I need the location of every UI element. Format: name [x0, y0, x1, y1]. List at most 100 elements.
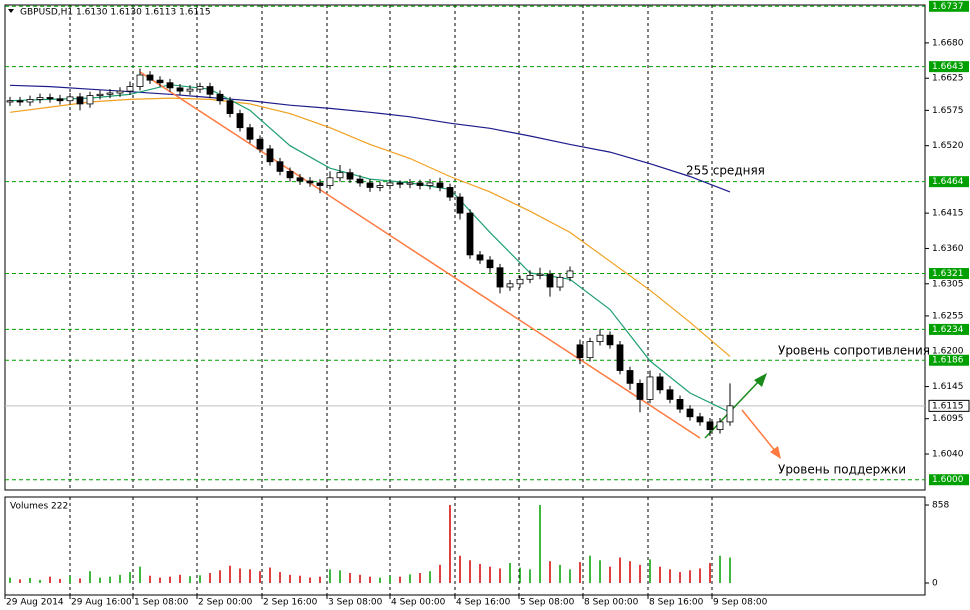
y-tick-label: 1.6415 [932, 209, 964, 219]
level-label: 1.6321 [932, 269, 964, 279]
annotation: 255 средняя [686, 164, 765, 178]
volume-tick-label: 858 [932, 501, 949, 511]
symbol-icon [8, 9, 14, 13]
candle-body [516, 278, 524, 285]
main-panel [4, 4, 926, 491]
x-tick-label: 2 Sep 00:00 [198, 598, 253, 608]
x-tick-label: 8 Sep 16:00 [649, 598, 704, 608]
candle-body [176, 87, 184, 92]
candle-body [306, 180, 314, 184]
candle-body [376, 185, 384, 188]
y-tick-label: 1.6305 [932, 279, 964, 289]
candle-body [396, 182, 404, 185]
level-label-box [929, 474, 969, 486]
bid-label-box [928, 399, 970, 412]
candle-body [386, 182, 394, 186]
candle-body [626, 370, 634, 384]
candle-body [356, 178, 364, 184]
candle-body [616, 344, 624, 371]
level-label: 1.6000 [932, 475, 964, 485]
candle-body [116, 90, 124, 94]
candle-body [146, 74, 154, 81]
candle-body [426, 182, 434, 186]
candle-body [346, 172, 354, 180]
level-label-box [929, 268, 969, 280]
candle-body [6, 100, 14, 103]
down-arrow [741, 409, 777, 453]
candle-body [186, 88, 194, 92]
candle-body [556, 276, 564, 288]
y-tick-label: 1.6360 [932, 244, 964, 254]
candle-body [66, 96, 74, 102]
symbol-info: GBPUSD,H1 1.6130 1.6130 1.6113 1.6115 [20, 8, 211, 18]
y-tick-label: 1.6145 [932, 382, 964, 392]
candle-body [46, 97, 54, 100]
level-label: 1.6186 [932, 356, 964, 366]
annotation: Уровень сопротивления [778, 344, 930, 358]
volume-title: Volumes 222 [10, 502, 68, 512]
candle-body [126, 86, 134, 92]
candle-body [76, 96, 84, 105]
volume-panel [4, 496, 926, 596]
candle-body [576, 344, 584, 359]
candle-body [656, 376, 664, 391]
candle-body [436, 182, 444, 188]
candle-body [586, 341, 594, 359]
level-label-box [929, 323, 969, 335]
candle-body [446, 187, 454, 198]
candle-body [56, 98, 64, 102]
x-tick-label: 2 Sep 16:00 [263, 598, 318, 608]
candle-body [166, 82, 174, 89]
candle-body [36, 97, 44, 100]
candle-body [96, 93, 104, 96]
candle-body [336, 172, 344, 179]
candle-body [646, 376, 654, 400]
level-label: 1.6643 [932, 62, 964, 72]
level-label-box [929, 61, 969, 73]
candle-body [296, 177, 304, 182]
y-tick-label: 1.6625 [932, 74, 964, 84]
candle-body [496, 267, 504, 288]
y-tick-label: 1.6575 [932, 106, 964, 116]
candle-body [86, 95, 94, 105]
level-label: 1.6464 [932, 177, 964, 187]
y-tick-label: 1.6200 [932, 347, 964, 357]
candle-body [546, 273, 554, 288]
candle-body [156, 79, 164, 84]
candle-body [246, 127, 254, 140]
x-tick-label: 29 Aug 16:00 [71, 598, 132, 608]
candle-body [456, 196, 464, 214]
candle-body [226, 100, 234, 114]
candle-body [526, 275, 534, 280]
up-arrowhead [754, 373, 767, 387]
candle-body [286, 170, 294, 179]
candle-body [326, 177, 334, 186]
candle-body [696, 416, 704, 423]
candle-body [316, 182, 324, 186]
x-tick-label: 1 Sep 08:00 [134, 598, 189, 608]
annotation: Уровень поддержки [778, 463, 906, 477]
candle-body [406, 182, 414, 185]
candle-body [706, 421, 714, 431]
candle-body [716, 421, 724, 431]
candle-body [16, 100, 24, 103]
level-label: 1.6737 [932, 2, 964, 12]
candle-body [26, 99, 34, 103]
candle-body [666, 389, 674, 400]
candle-body [466, 212, 474, 256]
y-tick-label: 1.6040 [932, 450, 964, 460]
x-tick-label: 4 Sep 16:00 [456, 598, 511, 608]
moving-average [9, 97, 731, 357]
level-label: 1.6234 [932, 325, 964, 335]
candle-body [566, 270, 574, 278]
x-tick-label: 4 Sep 00:00 [391, 598, 446, 608]
candle-body [536, 273, 544, 276]
level-label-box [929, 176, 969, 188]
candle-body [196, 86, 204, 90]
volume-tick-label: 0 [932, 579, 938, 589]
candle-body [686, 408, 694, 418]
x-tick-label: 29 Aug 2014 [6, 598, 64, 608]
y-tick-label: 1.6255 [932, 311, 964, 321]
